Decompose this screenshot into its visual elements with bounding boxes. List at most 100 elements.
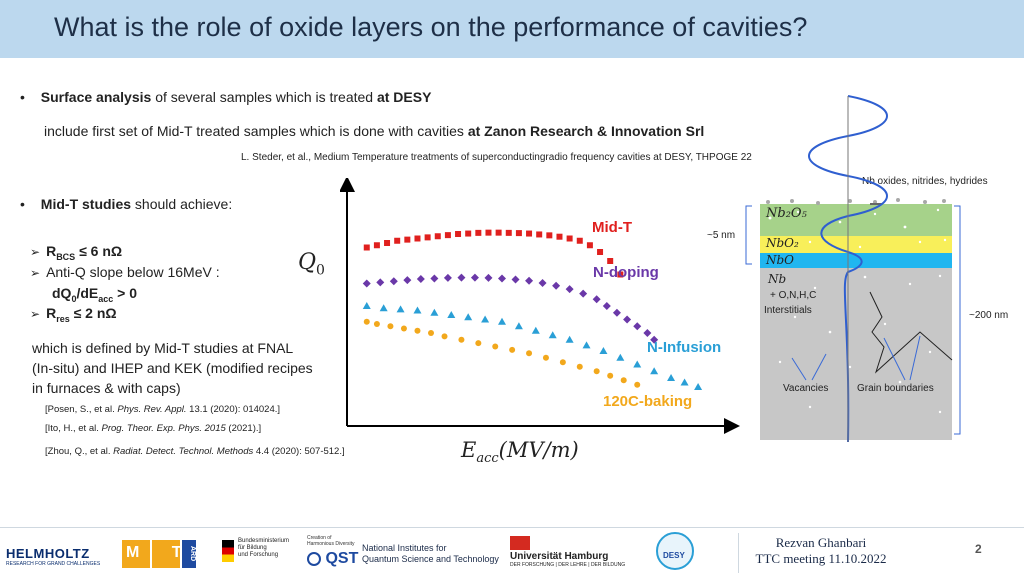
n-doping-point (565, 285, 574, 294)
120c-baking-point (441, 333, 448, 340)
120c-baking-point (387, 323, 394, 330)
120c-baking-point (414, 327, 421, 334)
mid-t-point (434, 233, 441, 240)
120c-baking-point (428, 330, 434, 336)
120c-baking-point (458, 336, 465, 343)
n-doping-point (579, 289, 588, 298)
impurity-dots (768, 208, 947, 414)
baking-label: 120C-baking (603, 393, 693, 410)
bullet-dot: • (20, 196, 25, 212)
nist-logo-text: National Institutes for Quantum Science … (362, 543, 499, 564)
slide-title: What is the role of oxide layers on the … (54, 12, 808, 42)
surface-particles (766, 198, 946, 205)
chart-points (362, 229, 703, 390)
nb2o5-label: Nb₂O₅ (766, 206, 807, 221)
120c-baking-point (373, 321, 380, 327)
120c-baking-point (492, 343, 499, 350)
grain-boundaries-label: Grain boundaries (857, 383, 934, 394)
n-doping-point (403, 276, 412, 285)
n-infusion-point (565, 335, 574, 343)
mid-t-point (546, 232, 553, 239)
n-doping-point (623, 315, 632, 324)
mid-t-point (444, 232, 451, 239)
qst-logo: Creation of Harmonious Diversity QST (307, 535, 359, 567)
author-name: Rezvan Ghanbari (775, 535, 867, 550)
n-doping-point (525, 276, 534, 285)
mid-t-point (505, 229, 512, 236)
mid-t-point (414, 235, 421, 242)
n-infusion-point (694, 383, 703, 390)
interstitials-line1: + O,N,H,C (770, 290, 817, 301)
bullet-dot: • (20, 89, 25, 105)
arrow-bullet-icon: ➢ (30, 245, 41, 259)
nbo2-label: NbO₂ (766, 236, 799, 250)
nbo-label: NbO (766, 253, 795, 267)
n-infusion-point (464, 313, 473, 321)
mid-t-point (455, 231, 462, 237)
bullet1-text: of several samples which is treated (151, 89, 377, 105)
reference-zhou: [Zhou, Q., et al. Radiat. Detect. Techno… (45, 446, 345, 457)
surface-analysis-bold: Surface analysis (40, 89, 152, 105)
steder-reference: L. Steder, et al., Medium Temperature tr… (241, 152, 752, 163)
mid-t-point (465, 230, 472, 237)
120c-baking-point (576, 363, 583, 370)
n-infusion-point (430, 308, 439, 316)
n-doping-point (633, 322, 642, 331)
120c-baking-point (475, 340, 482, 347)
n-infusion-point (447, 311, 456, 318)
midt-studies-bold: Mid-T studies (40, 196, 132, 212)
mid-t-point (363, 244, 370, 251)
vacancies-label: Vacancies (783, 383, 829, 394)
nb-label: Nb (768, 272, 787, 286)
n-doping-point (612, 308, 621, 317)
n-infusion-point (650, 367, 659, 375)
mid-t-point (515, 230, 522, 237)
footer-separator (738, 533, 739, 573)
n-doping-label: N-doping (593, 264, 659, 281)
reference-posen: [Posen, S., et al. Phys. Rev. Appl. 13.1… (45, 404, 281, 415)
n-doping-point (416, 275, 425, 283)
120c-baking-point (620, 377, 627, 384)
target-rbcs: ➢ RBCS ≤ 6 nΩ (30, 243, 123, 262)
mid-t-point (576, 237, 583, 244)
n-infusion-point (633, 360, 642, 368)
n-doping-point (511, 275, 520, 284)
mid-t-point (424, 234, 431, 241)
zanon-line: include first set of Mid-T treated sampl… (44, 123, 704, 139)
mid-t-point (475, 229, 482, 236)
meeting-info: TTC meeting 11.10.2022 (755, 551, 887, 566)
120c-baking-point (509, 346, 516, 353)
n-doping-point (389, 277, 398, 286)
n-infusion-point (514, 322, 523, 330)
n-infusion-point (616, 353, 625, 361)
n-infusion-label: N-Infusion (647, 339, 722, 356)
title-bar (0, 0, 1024, 58)
mid-t-point (617, 271, 624, 278)
nb-oxides-label: Nb oxides, nitrides, hydrides (862, 176, 988, 187)
n-doping-point (484, 273, 493, 282)
120c-baking-point (400, 325, 407, 332)
bullet2-text: should achieve: (131, 196, 233, 212)
two-hundred-nm-label: ~200 nm (969, 310, 1009, 321)
mid-t-point (586, 242, 593, 249)
n-doping-point (430, 274, 439, 283)
n-doping-point (592, 295, 601, 304)
bullet-1: • Surface analysis of several samples wh… (20, 89, 431, 105)
mid-t-point (607, 258, 614, 264)
n-doping-point (602, 302, 611, 310)
x-axis-label: Eacc(MV/m) (461, 438, 579, 467)
n-infusion-point (413, 306, 422, 314)
n-doping-point (376, 278, 385, 287)
at-desy-bold: at DESY (376, 89, 432, 105)
n-infusion-point (531, 326, 540, 334)
two-hundred-nm-bracket (954, 205, 961, 435)
n-doping-point (498, 274, 506, 283)
n-doping-point (650, 335, 659, 344)
n-infusion-point (548, 331, 557, 339)
mid-t-point (384, 240, 391, 246)
n-infusion-point (498, 317, 506, 325)
target-rres: ➢ Rres ≤ 2 nΩ (30, 305, 117, 324)
120c-baking-point (363, 318, 370, 325)
mid-t-point (526, 230, 533, 237)
footer-divider (0, 527, 1024, 528)
